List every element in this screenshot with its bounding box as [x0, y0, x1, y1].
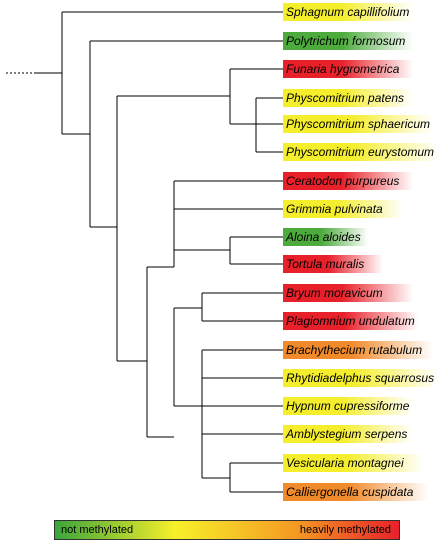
- taxon-label: Amblystegium serpens: [283, 425, 413, 443]
- taxon-label: Plagiomnium undulatum: [283, 312, 418, 330]
- taxon-label: Polytrichum formosum: [283, 32, 413, 50]
- taxon-label: Rhytidiadelphus squarrosus: [283, 369, 438, 387]
- taxon-label: Physcomitrium patens: [283, 89, 413, 107]
- taxon-label: Brachythecium rutabulum: [283, 341, 433, 359]
- taxon-label: Ceratodon purpureus: [283, 172, 413, 190]
- legend-low-label: not methylated: [61, 524, 134, 536]
- taxon-label: Physcomitrium sphaericum: [283, 115, 434, 133]
- taxon-label: Sphagnum capillifolium: [283, 3, 413, 21]
- methylation-color-legend: not methylated heavily methylated: [54, 520, 400, 540]
- taxon-label: Hypnum cupressiforme: [283, 397, 413, 415]
- taxon-label: Funaria hygrometrica: [283, 60, 413, 78]
- phylogenetic-tree: [6, 11, 283, 493]
- taxon-label: Calliergonella cuspidata: [283, 483, 428, 501]
- taxon-label: Aloina aloides: [283, 228, 368, 246]
- taxon-label: Tortula muralis: [283, 255, 383, 273]
- taxon-label: Physcomitrium eurystomum: [283, 143, 438, 161]
- legend-high-label: heavily methylated: [299, 524, 391, 536]
- taxon-label: Bryum moravicum: [283, 284, 413, 302]
- taxon-label: Vesicularia montagnei: [283, 454, 423, 472]
- taxon-label: Grimmia pulvinata: [283, 200, 403, 218]
